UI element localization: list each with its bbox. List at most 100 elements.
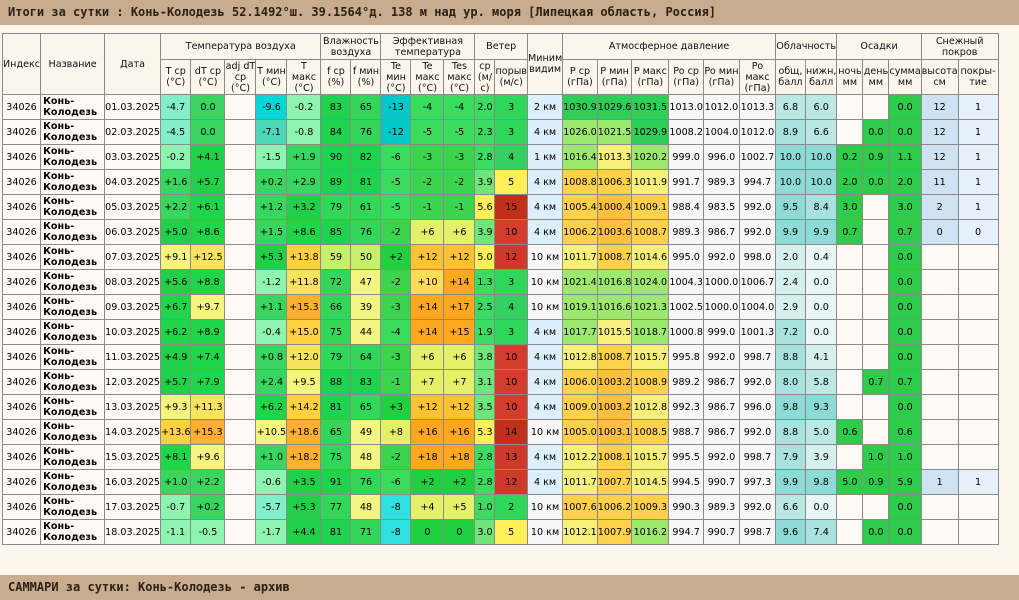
p-max-cell: 1016.2 xyxy=(631,519,670,545)
tes-max-cell: -3 xyxy=(443,144,476,170)
po-avg-cell: 994.5 xyxy=(668,469,704,495)
snow-cover-cell xyxy=(957,394,999,420)
visibility-cell: 4 км xyxy=(526,194,564,220)
cloud-total-cell: 10.0 xyxy=(774,169,806,195)
date-cell: 15.03.2025 xyxy=(104,444,162,470)
subheader-cell: P макс (гПа) xyxy=(631,59,670,95)
po-min-cell: 992.0 xyxy=(702,244,740,270)
tes-max-cell: +18 xyxy=(443,444,476,470)
table-row: 34026 Конь-Колодезь 01.03.2025 -4.7 0.0 -9.6-… xyxy=(1,94,999,120)
date-cell: 03.03.2025 xyxy=(104,144,162,170)
snow-height-cell xyxy=(920,369,959,395)
precip-sum-cell: 3.0 xyxy=(888,194,922,220)
table-row: 34026 Конь-Колодезь 02.03.2025 -4.5 0.0 -7.1-… xyxy=(1,119,999,145)
wind-avg-cell: 2.8 xyxy=(474,144,496,170)
humidity-min-cell: 48 xyxy=(350,444,382,470)
date-cell: 18.03.2025 xyxy=(104,519,162,545)
p-max-cell: 1015.7 xyxy=(631,444,670,470)
po-max-cell: 1001.3 xyxy=(738,319,776,345)
station-name-cell: Конь-Колодезь xyxy=(40,519,106,545)
humidity-min-cell: 76 xyxy=(350,119,382,145)
snow-cover-cell xyxy=(957,494,999,520)
snow-height-cell xyxy=(920,419,959,445)
t-min-cell: -1.2 xyxy=(255,269,288,295)
p-max-cell: 1008.9 xyxy=(631,369,670,395)
daily-summary-table-container: Индекс Название Дата Температура воздуха… xyxy=(1,33,999,545)
te-min-cell: -13 xyxy=(380,94,412,120)
visibility-cell: 10 км xyxy=(526,519,564,545)
precip-night-cell xyxy=(836,269,864,295)
precip-day-cell xyxy=(862,419,890,445)
humidity-avg-cell: 65 xyxy=(320,419,352,445)
snow-cover-cell xyxy=(957,319,999,345)
header-temperature: Температура воздуха xyxy=(160,33,322,60)
table-row: 34026 Конь-Колодезь 13.03.2025 +9.3 +11.3 +6.… xyxy=(1,394,999,420)
cloud-low-cell: 10.0 xyxy=(804,144,838,170)
po-avg-cell: 995.5 xyxy=(668,444,704,470)
adj-dt-cell xyxy=(224,94,257,120)
subheader-cell: adj dT ср (°C) xyxy=(224,59,257,95)
te-max-cell: -2 xyxy=(410,169,445,195)
p-max-cell: 1009.1 xyxy=(631,194,670,220)
snow-height-cell xyxy=(920,394,959,420)
precip-sum-cell: 0.6 xyxy=(888,419,922,445)
cloud-total-cell: 10.0 xyxy=(774,144,806,170)
daily-summary-table: Индекс Название Дата Температура воздуха… xyxy=(1,33,999,545)
snow-cover-cell: 1 xyxy=(957,94,999,120)
t-avg-cell: +6.7 xyxy=(160,294,192,320)
p-avg-cell: 1009.0 xyxy=(562,394,598,420)
t-max-cell: +1.9 xyxy=(286,144,322,170)
subheader-cell: ночь мм xyxy=(836,59,864,95)
wind-gust-cell: 15 xyxy=(494,194,528,220)
cloud-total-cell: 9.9 xyxy=(774,469,806,495)
te-max-cell: +12 xyxy=(410,394,445,420)
cloud-total-cell: 6.8 xyxy=(774,94,806,120)
precip-night-cell xyxy=(836,394,864,420)
station-name-cell: Конь-Колодезь xyxy=(40,294,106,320)
t-avg-cell: +1.0 xyxy=(160,469,192,495)
cloud-total-cell: 7.2 xyxy=(774,319,806,345)
wind-avg-cell: 5.6 xyxy=(474,194,496,220)
po-avg-cell: 990.3 xyxy=(668,494,704,520)
tes-max-cell: -5 xyxy=(443,119,476,145)
te-min-cell: -12 xyxy=(380,119,412,145)
station-name-cell: Конь-Колодезь xyxy=(40,469,106,495)
precip-night-cell: 0.2 xyxy=(836,144,864,170)
cloud-low-cell: 6.6 xyxy=(804,119,838,145)
cloud-total-cell: 8.0 xyxy=(774,369,806,395)
header-date: Дата xyxy=(104,33,162,95)
t-min-cell: -9.6 xyxy=(255,94,288,120)
te-max-cell: -5 xyxy=(410,119,445,145)
humidity-avg-cell: 91 xyxy=(320,469,352,495)
t-max-cell: +15.3 xyxy=(286,294,322,320)
te-min-cell: -3 xyxy=(380,344,412,370)
subheader-cell: dT ср (°C) xyxy=(190,59,226,95)
t-avg-cell: +13.6 xyxy=(160,419,192,445)
cloud-total-cell: 9.5 xyxy=(774,194,806,220)
adj-dt-cell xyxy=(224,469,257,495)
header-wind: Ветер xyxy=(474,33,528,60)
visibility-cell: 2 км xyxy=(526,94,564,120)
po-max-cell: 1006.7 xyxy=(738,269,776,295)
t-min-cell: +6.2 xyxy=(255,394,288,420)
precip-night-cell xyxy=(836,244,864,270)
te-max-cell: +16 xyxy=(410,419,445,445)
te-max-cell: +14 xyxy=(410,294,445,320)
precip-day-cell xyxy=(862,344,890,370)
p-avg-cell: 1021.4 xyxy=(562,269,598,295)
subheader-cell: f мин (%) xyxy=(350,59,382,95)
station-name-cell: Конь-Колодезь xyxy=(40,419,106,445)
precip-sum-cell: 0.7 xyxy=(888,369,922,395)
po-max-cell: 996.0 xyxy=(738,394,776,420)
snow-height-cell xyxy=(920,319,959,345)
p-min-cell: 1008.7 xyxy=(596,344,633,370)
precip-sum-cell: 0.0 xyxy=(888,344,922,370)
cloud-low-cell: 6.0 xyxy=(804,94,838,120)
adj-dt-cell xyxy=(224,419,257,445)
snow-cover-cell xyxy=(957,269,999,295)
t-max-cell: +15.0 xyxy=(286,319,322,345)
subheader-cell: T макс (°C) xyxy=(286,59,322,95)
p-min-cell: 1003.1 xyxy=(596,419,633,445)
cloud-low-cell: 8.4 xyxy=(804,194,838,220)
te-max-cell: +18 xyxy=(410,444,445,470)
